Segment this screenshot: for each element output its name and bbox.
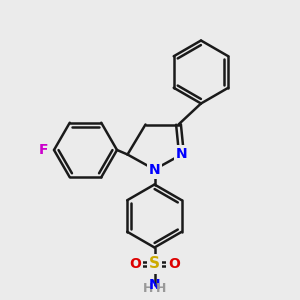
Text: N: N bbox=[176, 148, 187, 161]
Text: H: H bbox=[143, 281, 153, 295]
Text: N: N bbox=[149, 163, 160, 176]
Text: N: N bbox=[149, 278, 160, 292]
Text: O: O bbox=[168, 257, 180, 271]
Text: S: S bbox=[149, 256, 160, 272]
Text: F: F bbox=[39, 143, 48, 157]
Text: H: H bbox=[156, 281, 166, 295]
Text: O: O bbox=[129, 257, 141, 271]
